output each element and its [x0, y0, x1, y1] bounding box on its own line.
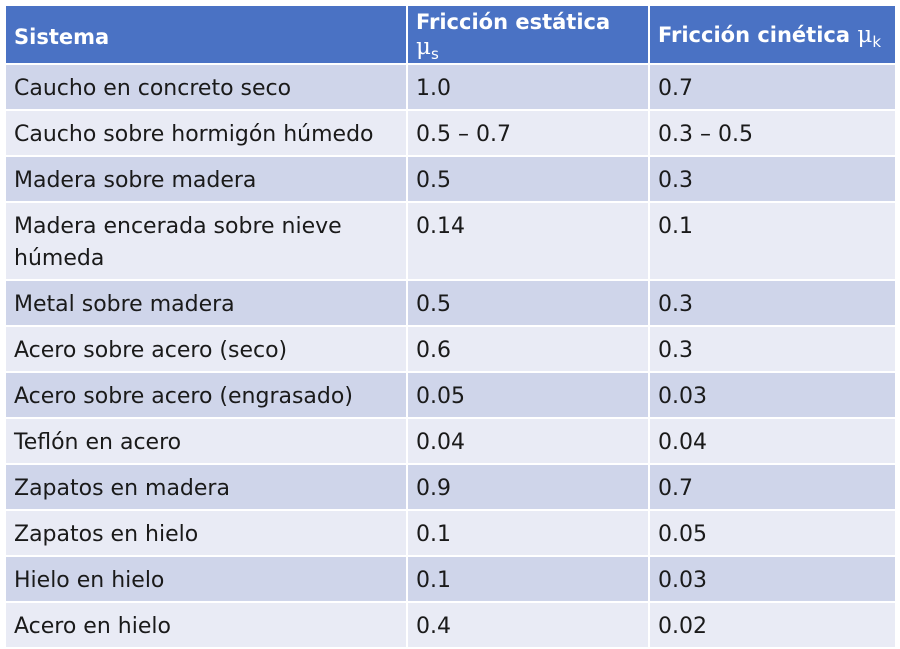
cell-static: 0.14: [406, 201, 650, 281]
cell-system: Acero sobre acero (seco): [4, 325, 408, 373]
cell-static: 0.04: [406, 417, 650, 465]
friction-coefficients-table: Sistema Fricción estática μs Fricción ci…: [4, 4, 897, 649]
cell-system: Zapatos en hielo: [4, 509, 408, 557]
cell-static: 0.6: [406, 325, 650, 373]
cell-system: Acero en hielo: [4, 601, 408, 649]
cell-kinetic: 0.1: [648, 201, 897, 281]
cell-kinetic: 0.05: [648, 509, 897, 557]
cell-static: 0.5: [406, 155, 650, 203]
cell-kinetic: 0.3: [648, 155, 897, 203]
table-row: Acero sobre acero (engrasado) 0.05 0.03: [4, 371, 897, 419]
cell-static: 0.05: [406, 371, 650, 419]
cell-static: 0.4: [406, 601, 650, 649]
cell-kinetic: 0.3 – 0.5: [648, 109, 897, 157]
cell-static: 1.0: [406, 63, 650, 111]
kinetic-subscript: k: [872, 33, 881, 51]
cell-system: Acero sobre acero (engrasado): [4, 371, 408, 419]
header-kinetic-label: Fricción cinética: [658, 23, 858, 47]
cell-kinetic: 0.3: [648, 279, 897, 327]
cell-kinetic: 0.03: [648, 371, 897, 419]
cell-static: 0.1: [406, 555, 650, 603]
table-row: Caucho en concreto seco 1.0 0.7: [4, 63, 897, 111]
header-static-friction: Fricción estática μs: [406, 4, 650, 65]
cell-static: 0.5 – 0.7: [406, 109, 650, 157]
table-row: Madera encerada sobre nieve húmeda 0.14 …: [4, 201, 897, 281]
header-kinetic-friction: Fricción cinética μk: [648, 4, 897, 65]
table-row: Hielo en hielo 0.1 0.03: [4, 555, 897, 603]
cell-system: Caucho sobre hormigón húmedo: [4, 109, 408, 157]
cell-kinetic: 0.04: [648, 417, 897, 465]
cell-system: Zapatos en madera: [4, 463, 408, 511]
table-row: Teflón en acero 0.04 0.04: [4, 417, 897, 465]
table-row: Zapatos en madera 0.9 0.7: [4, 463, 897, 511]
cell-system: Madera encerada sobre nieve húmeda: [4, 201, 408, 281]
table-row: Acero en hielo 0.4 0.02: [4, 601, 897, 649]
table-row: Acero sobre acero (seco) 0.6 0.3: [4, 325, 897, 373]
cell-static: 0.5: [406, 279, 650, 327]
table-row: Caucho sobre hormigón húmedo 0.5 – 0.7 0…: [4, 109, 897, 157]
cell-static: 0.9: [406, 463, 650, 511]
friction-table-container: Sistema Fricción estática μs Fricción ci…: [4, 4, 897, 649]
cell-kinetic: 0.7: [648, 63, 897, 111]
cell-kinetic: 0.03: [648, 555, 897, 603]
cell-system: Metal sobre madera: [4, 279, 408, 327]
cell-static: 0.1: [406, 509, 650, 557]
table-body: Caucho en concreto seco 1.0 0.7 Caucho s…: [4, 63, 897, 649]
mu-symbol: μ: [416, 34, 431, 60]
cell-kinetic: 0.3: [648, 325, 897, 373]
cell-system: Caucho en concreto seco: [4, 63, 408, 111]
static-subscript: s: [430, 45, 439, 63]
table-row: Zapatos en hielo 0.1 0.05: [4, 509, 897, 557]
cell-kinetic: 0.7: [648, 463, 897, 511]
table-row: Metal sobre madera 0.5 0.3: [4, 279, 897, 327]
table-header-row: Sistema Fricción estática μs Fricción ci…: [4, 4, 897, 65]
cell-system: Hielo en hielo: [4, 555, 408, 603]
cell-system: Madera sobre madera: [4, 155, 408, 203]
mu-symbol: μ: [857, 22, 873, 48]
table-row: Madera sobre madera 0.5 0.3: [4, 155, 897, 203]
cell-system: Teflón en acero: [4, 417, 408, 465]
header-system: Sistema: [4, 4, 408, 65]
header-static-label: Fricción estática: [416, 10, 611, 34]
cell-kinetic: 0.02: [648, 601, 897, 649]
